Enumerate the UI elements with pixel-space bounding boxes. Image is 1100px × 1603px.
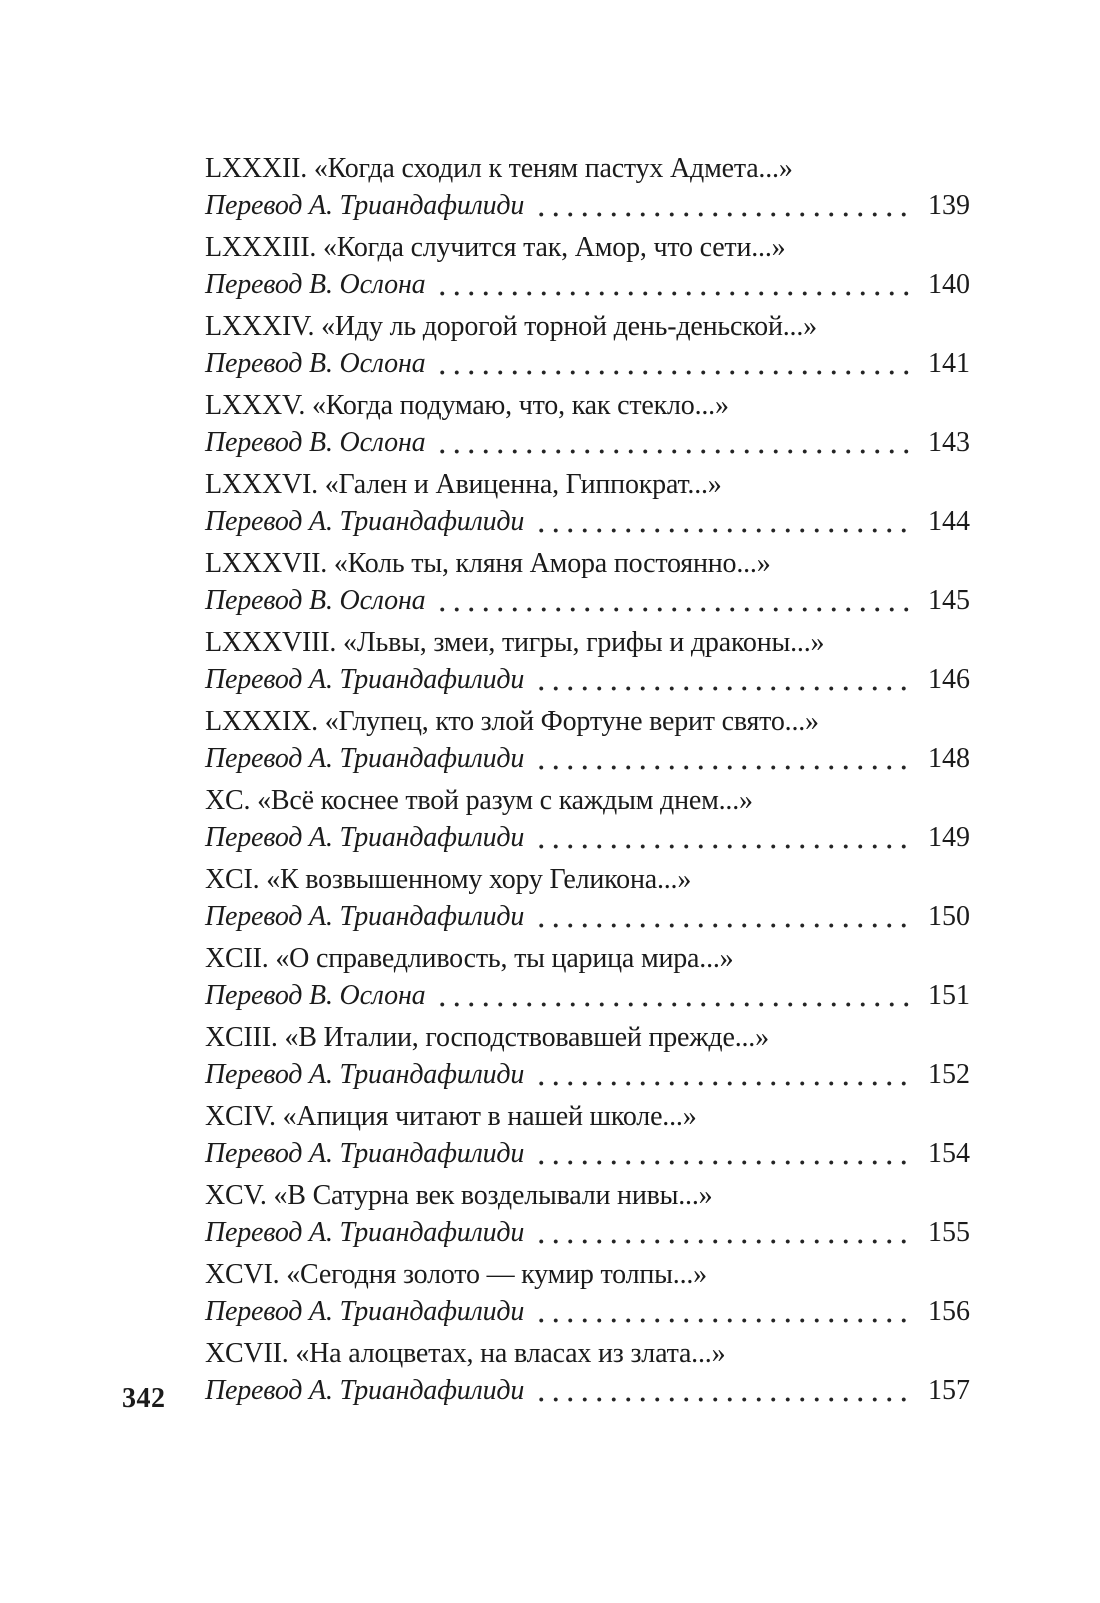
entry-title: LXXXII. «Когда сходил к теням пастух Адм… bbox=[205, 153, 793, 184]
entry-translator: Перевод А. Триандафилиди bbox=[205, 1296, 525, 1327]
entry-translator: Перевод А. Триандафилиди bbox=[205, 506, 525, 537]
toc-entry: LXXXV. «Когда подумаю, что, как стекло..… bbox=[205, 387, 970, 461]
entry-title: XCV. «В Сатурна век возделывали нивы...» bbox=[205, 1180, 713, 1211]
entry-page-number: 143 bbox=[928, 427, 970, 458]
entry-translator: Перевод А. Триандафилиди bbox=[205, 1059, 525, 1090]
toc-entry: LXXXVII. «Коль ты, кляня Амора постоянно… bbox=[205, 545, 970, 619]
entry-page-number: 144 bbox=[928, 506, 970, 537]
entry-page-number: 145 bbox=[928, 585, 970, 616]
dot-leader bbox=[534, 528, 916, 533]
toc-entry: XC. «Всё коснее твой разум с каждым днем… bbox=[205, 782, 970, 856]
dot-leader bbox=[435, 370, 916, 375]
entry-row: Перевод А. Триандафилиди 149 bbox=[205, 819, 970, 856]
entry-title: LXXXV. «Когда подумаю, что, как стекло..… bbox=[205, 390, 729, 421]
dot-leader bbox=[435, 1002, 916, 1007]
table-of-contents: LXXXII. «Когда сходил к теням пастух Адм… bbox=[205, 150, 970, 1414]
dot-leader bbox=[435, 291, 916, 296]
dot-leader bbox=[534, 765, 916, 770]
entry-page-number: 148 bbox=[928, 743, 970, 774]
entry-title: LXXXIV. «Иду ль дорогой торной день-день… bbox=[205, 311, 817, 342]
toc-entry: XCV. «В Сатурна век возделывали нивы...»… bbox=[205, 1177, 970, 1251]
entry-translator: Перевод А. Триандафилиди bbox=[205, 822, 525, 853]
entry-title: XCI. «К возвышенному хору Геликона...» bbox=[205, 864, 692, 895]
toc-entry: LXXXIX. «Глупец, кто злой Фортуне верит … bbox=[205, 703, 970, 777]
entry-translator: Перевод А. Триандафилиди bbox=[205, 1138, 525, 1169]
dot-leader bbox=[534, 1397, 916, 1402]
entry-row: Перевод В. Ослона 145 bbox=[205, 582, 970, 619]
entry-translator: Перевод В. Ослона bbox=[205, 980, 426, 1011]
entry-row: Перевод В. Ослона 141 bbox=[205, 345, 970, 382]
dot-leader bbox=[435, 607, 916, 612]
entry-row: Перевод А. Триандафилиди 156 bbox=[205, 1293, 970, 1330]
entry-translator: Перевод А. Триандафилиди bbox=[205, 1375, 525, 1406]
entry-translator: Перевод А. Триандафилиди bbox=[205, 664, 525, 695]
entry-translator: Перевод А. Триандафилиди bbox=[205, 901, 525, 932]
entry-row: Перевод А. Триандафилиди 154 bbox=[205, 1135, 970, 1172]
entry-page-number: 140 bbox=[928, 269, 970, 300]
toc-entry: XCI. «К возвышенному хору Геликона...» П… bbox=[205, 861, 970, 935]
entry-title: LXXXIX. «Глупец, кто злой Фортуне верит … bbox=[205, 706, 819, 737]
entry-row: Перевод А. Триандафилиди 139 bbox=[205, 187, 970, 224]
toc-entry: XCIV. «Апиция читают в нашей школе...» П… bbox=[205, 1098, 970, 1172]
toc-entry: LXXXIII. «Когда случится так, Амор, что … bbox=[205, 229, 970, 303]
toc-entry: LXXXVI. «Гален и Авиценна, Гиппократ...»… bbox=[205, 466, 970, 540]
toc-entry: LXXXII. «Когда сходил к теням пастух Адм… bbox=[205, 150, 970, 224]
entry-title: XC. «Всё коснее твой разум с каждым днем… bbox=[205, 785, 753, 816]
entry-page-number: 152 bbox=[928, 1059, 970, 1090]
dot-leader bbox=[534, 686, 916, 691]
entry-title: LXXXVIII. «Львы, змеи, тигры, грифы и др… bbox=[205, 627, 825, 658]
dot-leader bbox=[534, 1318, 916, 1323]
entry-title: XCVII. «На алоцветах, на власах из злата… bbox=[205, 1338, 726, 1369]
toc-entry: XCII. «О справедливость, ты царица мира.… bbox=[205, 940, 970, 1014]
toc-entry: XCVI. «Сегодня золото — кумир толпы...» … bbox=[205, 1256, 970, 1330]
entry-page-number: 156 bbox=[928, 1296, 970, 1327]
entry-title: LXXXIII. «Когда случится так, Амор, что … bbox=[205, 232, 786, 263]
dot-leader bbox=[435, 449, 916, 454]
entry-title: XCIII. «В Италии, господствовавшей прежд… bbox=[205, 1022, 769, 1053]
entry-row: Перевод В. Ослона 140 bbox=[205, 266, 970, 303]
toc-entry: LXXXVIII. «Львы, змеи, тигры, грифы и др… bbox=[205, 624, 970, 698]
entry-row: Перевод А. Триандафилиди 148 bbox=[205, 740, 970, 777]
entry-title: LXXXVII. «Коль ты, кляня Амора постоянно… bbox=[205, 548, 771, 579]
entry-page-number: 146 bbox=[928, 664, 970, 695]
dot-leader bbox=[534, 844, 916, 849]
entry-row: Перевод А. Триандафилиди 144 bbox=[205, 503, 970, 540]
dot-leader bbox=[534, 923, 916, 928]
entry-page-number: 155 bbox=[928, 1217, 970, 1248]
entry-row: Перевод В. Ослона 151 bbox=[205, 977, 970, 1014]
entry-title: XCVI. «Сегодня золото — кумир толпы...» bbox=[205, 1259, 707, 1290]
entry-translator: Перевод В. Ослона bbox=[205, 585, 426, 616]
entry-row: Перевод А. Триандафилиди 146 bbox=[205, 661, 970, 698]
entry-page-number: 151 bbox=[928, 980, 970, 1011]
entry-page-number: 139 bbox=[928, 190, 970, 221]
dot-leader bbox=[534, 1160, 916, 1165]
toc-entry: XCIII. «В Италии, господствовавшей прежд… bbox=[205, 1019, 970, 1093]
entry-page-number: 157 bbox=[928, 1375, 970, 1406]
entry-page-number: 150 bbox=[928, 901, 970, 932]
entry-translator: Перевод А. Триандафилиди bbox=[205, 1217, 525, 1248]
entry-title: XCII. «О справедливость, ты царица мира.… bbox=[205, 943, 734, 974]
entry-row: Перевод В. Ослона 143 bbox=[205, 424, 970, 461]
entry-row: Перевод А. Триандафилиди 152 bbox=[205, 1056, 970, 1093]
entry-page-number: 141 bbox=[928, 348, 970, 379]
entry-translator: Перевод А. Триандафилиди bbox=[205, 190, 525, 221]
entry-title: XCIV. «Апиция читают в нашей школе...» bbox=[205, 1101, 697, 1132]
toc-entry: XCVII. «На алоцветах, на власах из злата… bbox=[205, 1335, 970, 1409]
page-folio: 342 bbox=[122, 1383, 166, 1414]
entry-row: Перевод А. Триандафилиди 150 bbox=[205, 898, 970, 935]
entry-title: LXXXVI. «Гален и Авиценна, Гиппократ...» bbox=[205, 469, 722, 500]
entry-page-number: 149 bbox=[928, 822, 970, 853]
toc-entry: LXXXIV. «Иду ль дорогой торной день-день… bbox=[205, 308, 970, 382]
dot-leader bbox=[534, 1081, 916, 1086]
entry-translator: Перевод В. Ослона bbox=[205, 427, 426, 458]
dot-leader bbox=[534, 212, 916, 217]
entry-row: Перевод А. Триандафилиди 155 bbox=[205, 1214, 970, 1251]
entry-translator: Перевод А. Триандафилиди bbox=[205, 743, 525, 774]
entry-row: Перевод А. Триандафилиди 157 bbox=[205, 1372, 970, 1409]
dot-leader bbox=[534, 1239, 916, 1244]
entry-translator: Перевод В. Ослона bbox=[205, 269, 426, 300]
entry-page-number: 154 bbox=[928, 1138, 970, 1169]
entry-translator: Перевод В. Ослона bbox=[205, 348, 426, 379]
